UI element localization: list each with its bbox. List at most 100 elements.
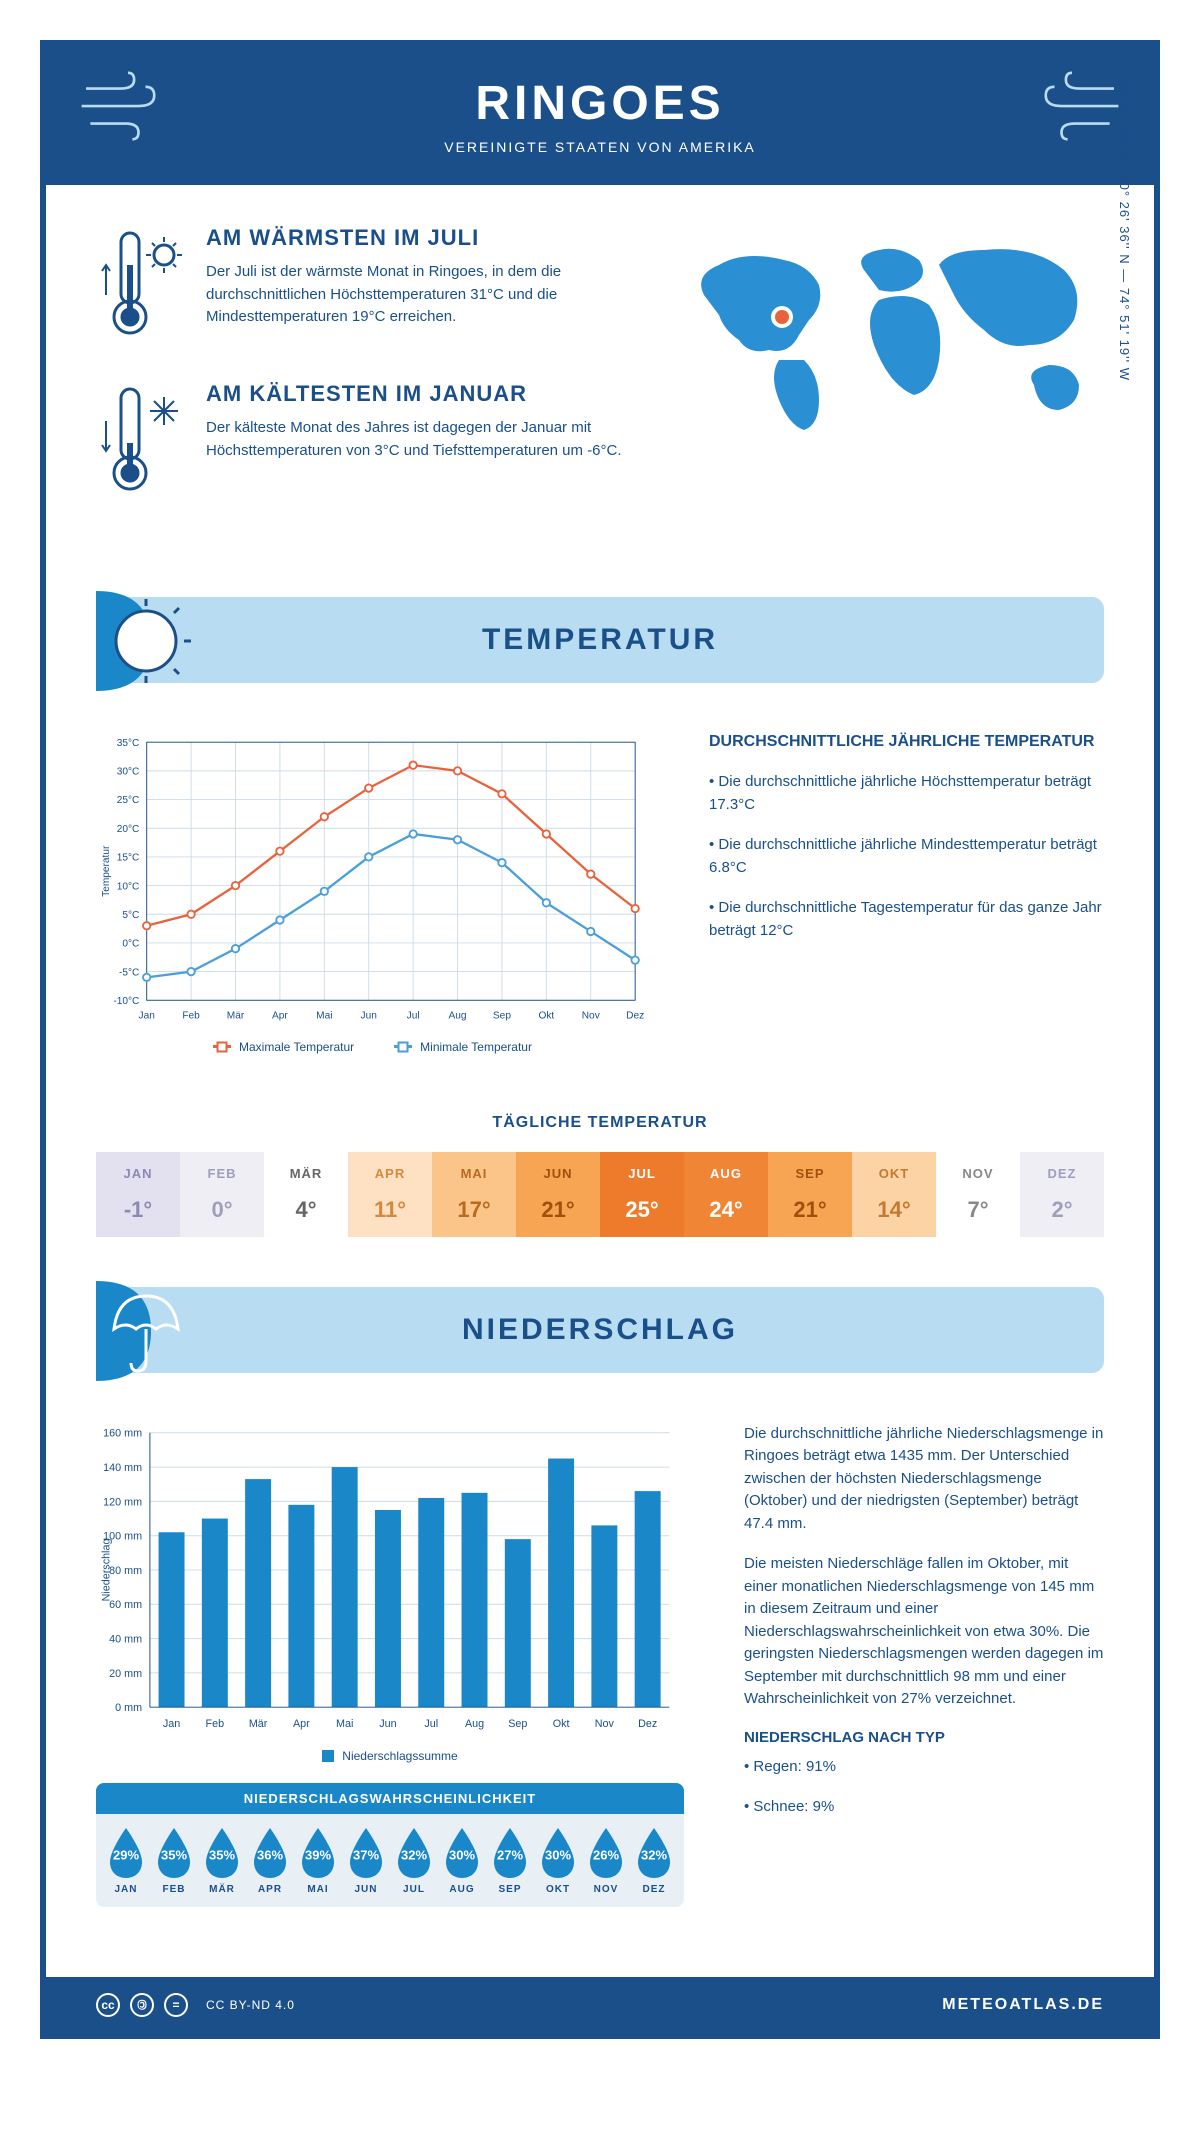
- license-text: CC BY-ND 4.0: [206, 1998, 295, 2012]
- wind-icon-right: [1034, 71, 1124, 141]
- wind-icon-left: [76, 71, 166, 141]
- svg-text:140 mm: 140 mm: [103, 1462, 142, 1474]
- probability-drop: 30% OKT: [536, 1826, 580, 1895]
- svg-text:Mär: Mär: [227, 1011, 245, 1022]
- svg-text:Sep: Sep: [508, 1718, 527, 1730]
- svg-text:Jan: Jan: [139, 1011, 155, 1022]
- svg-text:Okt: Okt: [553, 1718, 570, 1730]
- probability-drop: 36% APR: [248, 1826, 292, 1895]
- probability-drop: 35% MÄR: [200, 1826, 244, 1895]
- coordinates: NEW JERSEY 40° 26' 36'' N — 74° 51' 19''…: [1117, 86, 1132, 381]
- daily-cell: DEZ2°: [1020, 1152, 1104, 1237]
- probability-drop: 35% FEB: [152, 1826, 196, 1895]
- daily-cell: MAI17°: [432, 1152, 516, 1237]
- precipitation-probability-panel: NIEDERSCHLAGSWAHRSCHEINLICHKEIT 29% JAN …: [96, 1783, 684, 1907]
- svg-text:Niederschlag: Niederschlag: [101, 1538, 113, 1601]
- svg-text:-10°C: -10°C: [113, 996, 139, 1007]
- chart-legend: Maximale Temperatur Minimale Temperatur: [96, 1040, 649, 1054]
- daily-cell: MÄR4°: [264, 1152, 348, 1237]
- subtitle: VEREINIGTE STAATEN VON AMERIKA: [66, 139, 1134, 155]
- svg-text:Jun: Jun: [379, 1718, 396, 1730]
- svg-text:Sep: Sep: [493, 1011, 511, 1022]
- svg-text:Jan: Jan: [163, 1718, 180, 1730]
- cold-title: AM KÄLTESTEN IM JANUAR: [206, 381, 624, 407]
- title: RINGOES: [66, 76, 1134, 131]
- svg-text:20 mm: 20 mm: [109, 1668, 142, 1680]
- probability-drop: 29% JAN: [104, 1826, 148, 1895]
- cc-by-icon: 🄯: [130, 1993, 154, 2017]
- daily-temperature-grid: JAN-1° FEB0° MÄR4° APR11° MAI17° JUN21° …: [96, 1152, 1104, 1237]
- svg-text:60 mm: 60 mm: [109, 1599, 142, 1611]
- daily-cell: AUG24°: [684, 1152, 768, 1237]
- cc-nd-icon: =: [164, 1993, 188, 2017]
- svg-text:80 mm: 80 mm: [109, 1565, 142, 1577]
- probability-drop: 32% DEZ: [632, 1826, 676, 1895]
- svg-text:Feb: Feb: [206, 1718, 225, 1730]
- probability-drop: 37% JUN: [344, 1826, 388, 1895]
- svg-text:5°C: 5°C: [122, 910, 139, 921]
- warmest-block: AM WÄRMSTEN IM JULI Der Juli ist der wär…: [96, 225, 624, 345]
- temperature-facts: DURCHSCHNITTLICHE JÄHRLICHE TEMPERATUR •…: [709, 733, 1104, 1054]
- precipitation-facts: Die durchschnittliche jährliche Niedersc…: [744, 1423, 1104, 1907]
- svg-text:25°C: 25°C: [117, 795, 140, 806]
- svg-text:30°C: 30°C: [117, 767, 140, 778]
- svg-text:-5°C: -5°C: [119, 967, 139, 978]
- svg-text:Mai: Mai: [316, 1011, 332, 1022]
- temperature-row: -10°C-5°C0°C5°C10°C15°C20°C25°C30°C35°CJ…: [46, 703, 1154, 1084]
- daily-cell: OKT14°: [852, 1152, 936, 1237]
- section-title: NIEDERSCHLAG: [116, 1313, 1084, 1347]
- probability-drop: 39% MAI: [296, 1826, 340, 1895]
- svg-text:Jul: Jul: [424, 1718, 438, 1730]
- svg-text:Mai: Mai: [336, 1718, 353, 1730]
- warm-title: AM WÄRMSTEN IM JULI: [206, 225, 624, 251]
- daily-cell: FEB0°: [180, 1152, 264, 1237]
- cc-icon: cc: [96, 1993, 120, 2017]
- svg-text:35°C: 35°C: [117, 738, 140, 749]
- temperature-line-chart: -10°C-5°C0°C5°C10°C15°C20°C25°C30°C35°CJ…: [96, 733, 649, 1054]
- svg-text:Okt: Okt: [538, 1011, 554, 1022]
- svg-text:Aug: Aug: [449, 1011, 467, 1022]
- world-map: NEW JERSEY 40° 26' 36'' N — 74° 51' 19''…: [664, 225, 1104, 537]
- thermometer-cold-icon: [96, 381, 186, 501]
- sun-icon: [96, 591, 206, 691]
- umbrella-icon: [96, 1281, 206, 1381]
- svg-text:Dez: Dez: [626, 1011, 644, 1022]
- daily-cell: JAN-1°: [96, 1152, 180, 1237]
- svg-text:Temperatur: Temperatur: [101, 845, 112, 897]
- daily-cell: JUN21°: [516, 1152, 600, 1237]
- section-title: TEMPERATUR: [116, 623, 1084, 657]
- svg-text:10°C: 10°C: [117, 881, 140, 892]
- daily-cell: SEP21°: [768, 1152, 852, 1237]
- svg-text:Aug: Aug: [465, 1718, 484, 1730]
- svg-text:Apr: Apr: [293, 1718, 310, 1730]
- daily-cell: NOV7°: [936, 1152, 1020, 1237]
- svg-text:Mär: Mär: [249, 1718, 268, 1730]
- temperature-banner: TEMPERATUR: [96, 597, 1104, 683]
- svg-text:Nov: Nov: [595, 1718, 615, 1730]
- svg-text:120 mm: 120 mm: [103, 1496, 142, 1508]
- footer: cc 🄯 = CC BY-ND 4.0 METEOATLAS.DE: [46, 1977, 1154, 2033]
- precipitation-bar-chart: 0 mm20 mm40 mm60 mm80 mm100 mm120 mm140 …: [96, 1423, 684, 1907]
- svg-text:40 mm: 40 mm: [109, 1633, 142, 1645]
- daily-cell: APR11°: [348, 1152, 432, 1237]
- precipitation-banner: NIEDERSCHLAG: [96, 1287, 1104, 1373]
- svg-text:0°C: 0°C: [122, 939, 139, 950]
- svg-text:Jul: Jul: [407, 1011, 420, 1022]
- thermometer-hot-icon: [96, 225, 186, 345]
- coldest-block: AM KÄLTESTEN IM JANUAR Der kälteste Mona…: [96, 381, 624, 501]
- svg-text:Nov: Nov: [582, 1011, 601, 1022]
- probability-drop: 30% AUG: [440, 1826, 484, 1895]
- warm-body: Der Juli ist der wärmste Monat in Ringoe…: [206, 261, 624, 329]
- probability-drop: 26% NOV: [584, 1826, 628, 1895]
- svg-text:15°C: 15°C: [117, 853, 140, 864]
- daily-title: TÄGLICHE TEMPERATUR: [46, 1114, 1154, 1132]
- svg-text:0 mm: 0 mm: [115, 1702, 142, 1714]
- infographic-frame: RINGOES VEREINIGTE STAATEN VON AMERIKA: [40, 40, 1160, 2039]
- svg-text:160 mm: 160 mm: [103, 1428, 142, 1440]
- site-name: METEOATLAS.DE: [942, 1996, 1104, 2014]
- daily-cell: JUL25°: [600, 1152, 684, 1237]
- svg-text:Feb: Feb: [182, 1011, 200, 1022]
- intro-section: AM WÄRMSTEN IM JULI Der Juli ist der wär…: [46, 185, 1154, 577]
- cold-body: Der kälteste Monat des Jahres ist dagege…: [206, 417, 624, 462]
- header: RINGOES VEREINIGTE STAATEN VON AMERIKA: [46, 46, 1154, 185]
